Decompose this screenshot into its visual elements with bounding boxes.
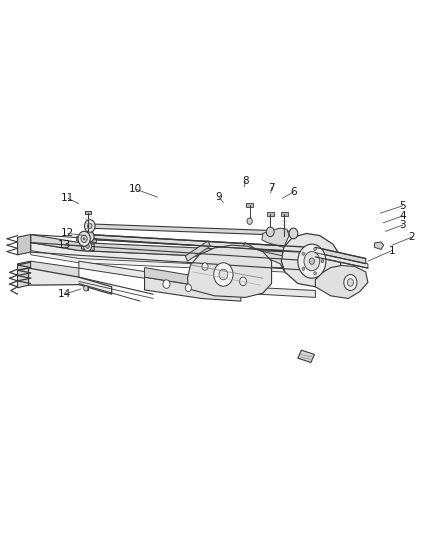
Polygon shape [18,235,31,255]
Text: 8: 8 [242,176,249,186]
Circle shape [214,263,233,286]
Polygon shape [315,265,368,298]
Circle shape [85,220,95,232]
Circle shape [85,231,94,242]
Circle shape [163,280,170,288]
Circle shape [247,218,252,224]
Circle shape [240,277,247,286]
Text: 3: 3 [399,220,406,230]
Polygon shape [145,277,241,301]
Text: 11: 11 [61,193,74,203]
Polygon shape [88,224,293,236]
Circle shape [289,228,298,239]
Text: 6: 6 [290,187,297,197]
Circle shape [78,231,90,246]
Circle shape [344,274,357,290]
Polygon shape [315,247,366,264]
Text: 2: 2 [408,232,415,242]
Polygon shape [262,228,289,247]
Circle shape [185,284,191,292]
Circle shape [321,260,324,263]
Polygon shape [85,211,91,214]
Circle shape [81,235,87,243]
Text: 10: 10 [129,184,142,194]
Text: 9: 9 [215,192,223,202]
Polygon shape [298,350,314,362]
Circle shape [304,252,320,271]
Circle shape [83,238,85,240]
Circle shape [309,258,314,264]
Text: 12: 12 [61,229,74,238]
Circle shape [84,241,92,251]
Polygon shape [18,268,28,288]
Circle shape [86,244,89,248]
Polygon shape [31,243,315,271]
Polygon shape [145,268,241,289]
Polygon shape [187,245,272,297]
Polygon shape [77,237,96,243]
Text: 7: 7 [268,183,275,192]
Circle shape [298,244,326,278]
Polygon shape [374,242,384,249]
Circle shape [266,227,274,237]
Polygon shape [246,203,253,207]
Polygon shape [79,261,315,297]
Polygon shape [281,233,342,287]
Polygon shape [243,243,285,272]
Circle shape [202,263,208,270]
Circle shape [88,223,92,229]
Circle shape [347,279,353,286]
Polygon shape [88,235,320,253]
Polygon shape [267,212,274,216]
Polygon shape [315,253,368,268]
Circle shape [314,272,316,275]
Text: 4: 4 [399,211,406,221]
Text: 14: 14 [58,289,71,299]
Circle shape [219,269,228,280]
Circle shape [302,252,305,255]
Polygon shape [31,235,315,261]
Polygon shape [281,212,288,216]
Polygon shape [28,268,112,294]
Polygon shape [31,251,315,273]
Text: 13: 13 [58,240,71,250]
Polygon shape [85,286,88,290]
Text: 1: 1 [389,246,396,255]
Text: 5: 5 [399,201,406,211]
Polygon shape [31,261,79,277]
Polygon shape [185,241,210,261]
Circle shape [84,286,88,291]
Polygon shape [81,243,94,251]
Circle shape [302,267,305,270]
Polygon shape [18,261,31,284]
Circle shape [314,247,316,251]
